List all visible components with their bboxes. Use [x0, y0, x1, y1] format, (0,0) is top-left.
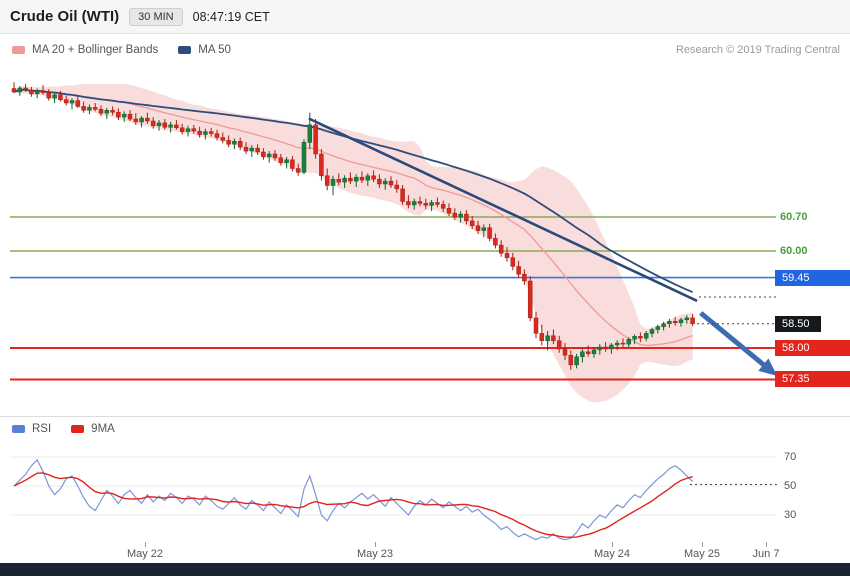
legend-item-ma50: MA 50 [178, 44, 231, 56]
legend-item-ma20-bollinger: MA 20 + Bollinger Bands [12, 44, 158, 56]
trendline [308, 117, 698, 302]
legend-item-9ma: 9MA [71, 423, 115, 435]
9ma-swatch-icon [71, 425, 85, 433]
ma50-swatch-icon [178, 46, 192, 54]
instrument-title: Crude Oil (WTI) [10, 8, 120, 25]
rsi-swatch-icon [12, 425, 25, 433]
forecast-arrow [699, 311, 778, 377]
rsi-9ma-line [13, 472, 693, 538]
main-chart-legend: MA 20 + Bollinger Bands MA 50 [0, 35, 231, 65]
ma20-bollinger-swatch-icon [12, 46, 25, 54]
bollinger-band [14, 83, 693, 403]
research-credit: Research © 2019 Trading Central [675, 44, 840, 56]
header-bar: Crude Oil (WTI) 30 MIN 08:47:19 CET [0, 0, 850, 34]
timeframe-badge: 30 MIN [129, 7, 183, 26]
panel-divider [0, 416, 850, 417]
legend-label-ma20-bollinger: MA 20 + Bollinger Bands [32, 44, 159, 56]
legend-label-9ma: 9MA [91, 423, 115, 435]
legend-label-ma50: MA 50 [198, 44, 231, 56]
candles-layer [11, 82, 695, 370]
legend-label-rsi: RSI [32, 423, 52, 435]
rsi-legend: RSI 9MA [0, 420, 115, 438]
timestamp: 08:47:19 CET [192, 9, 270, 24]
footer-bar [0, 563, 850, 576]
rsi-line [13, 458, 694, 541]
legend-item-rsi: RSI [12, 423, 51, 435]
